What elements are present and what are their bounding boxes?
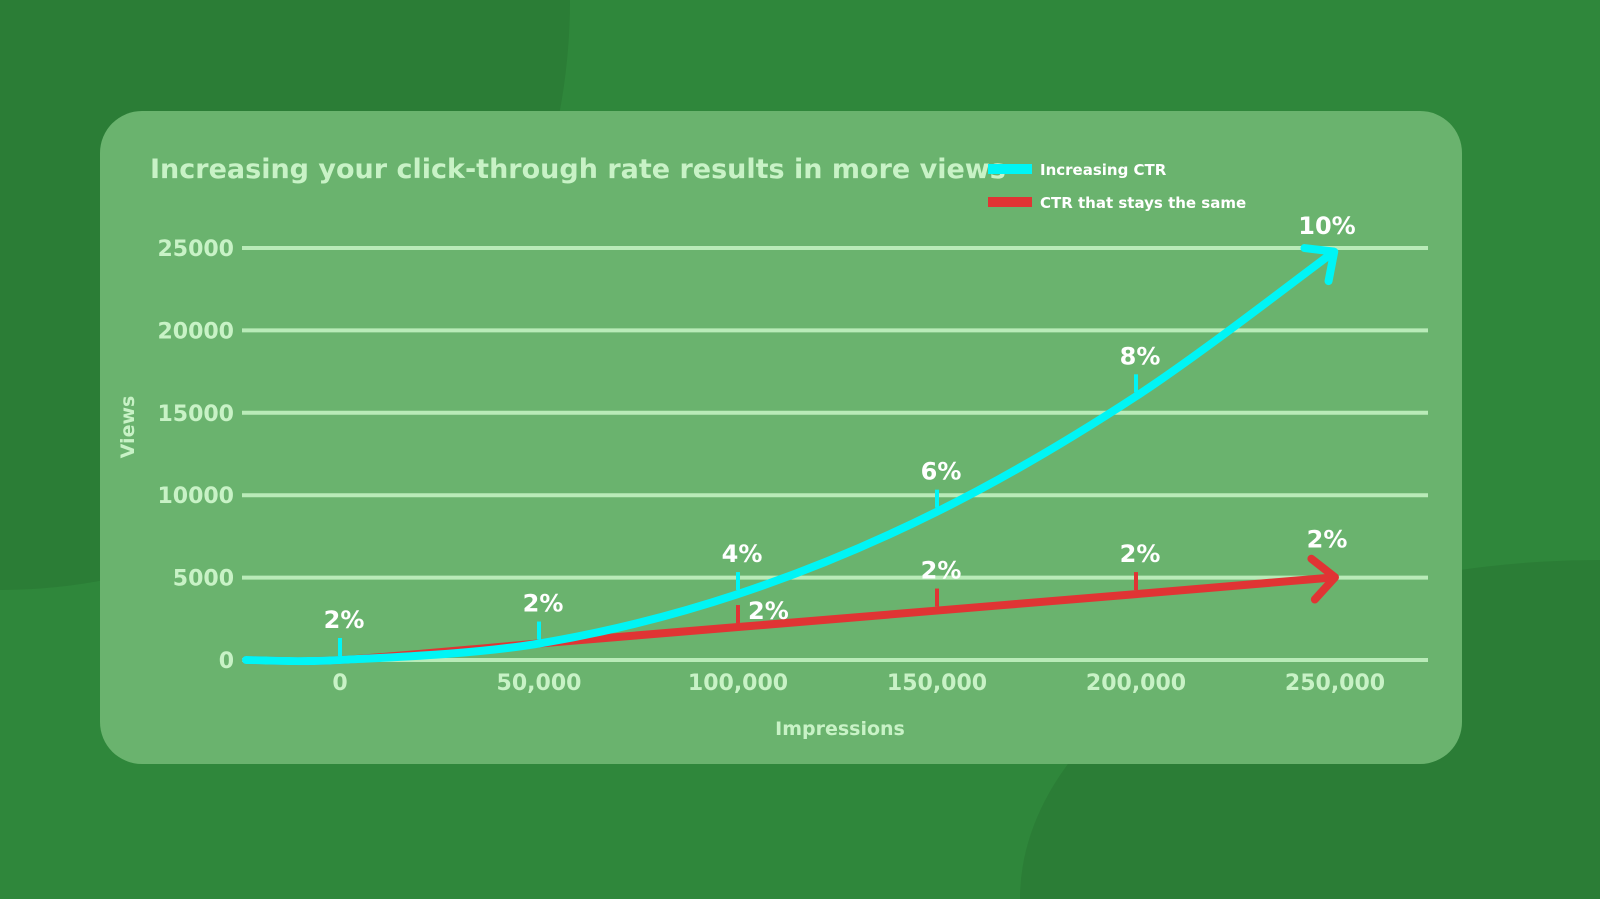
- arrowhead-icon: [1300, 244, 1339, 286]
- ctr-annotation-label: 2%: [921, 557, 962, 585]
- ctr-annotation-label: 2%: [1307, 526, 1348, 554]
- y-axis-label: Views: [117, 396, 139, 459]
- arrowhead-icon: [1307, 554, 1339, 604]
- y-tick-label: 10000: [157, 484, 234, 509]
- x-tick-label: 0: [332, 671, 347, 696]
- y-tick-label: 15000: [157, 402, 234, 427]
- legend: Increasing CTR CTR that stays the same: [988, 161, 1246, 212]
- y-tick-label: 0: [219, 649, 234, 674]
- series-line-increasing-ctr: [242, 250, 1335, 666]
- legend-label-same: CTR that stays the same: [1040, 194, 1246, 212]
- x-axis-label: Impressions: [775, 718, 905, 740]
- x-tick-label: 100,000: [688, 671, 788, 696]
- x-tick-label: 50,000: [497, 671, 582, 696]
- ctr-annotation-label: 8%: [1120, 342, 1161, 370]
- legend-swatch-increasing: [988, 164, 1032, 174]
- ctr-annotation-label: 6%: [921, 458, 962, 486]
- ctr-annotation-label: 2%: [523, 590, 564, 618]
- y-tick-label: 20000: [157, 319, 234, 344]
- ctr-annotation-label: 2%: [748, 597, 789, 625]
- ctr-annotation-label: 2%: [324, 606, 365, 634]
- ctr-annotation-label: 4%: [722, 540, 763, 568]
- ctr-annotation-label: 2%: [1120, 540, 1161, 568]
- x-tick-label: 200,000: [1086, 671, 1186, 696]
- chart-card: [100, 111, 1462, 764]
- chart-title: Increasing your click-through rate resul…: [150, 154, 1006, 185]
- legend-label-increasing: Increasing CTR: [1040, 161, 1167, 179]
- y-tick-label: 25000: [157, 237, 234, 262]
- x-tick-label: 250,000: [1285, 671, 1385, 696]
- legend-swatch-same: [988, 197, 1032, 207]
- ctr-annotation-label: 10%: [1298, 212, 1355, 240]
- x-tick-label: 150,000: [887, 671, 987, 696]
- y-tick-label: 5000: [173, 567, 234, 592]
